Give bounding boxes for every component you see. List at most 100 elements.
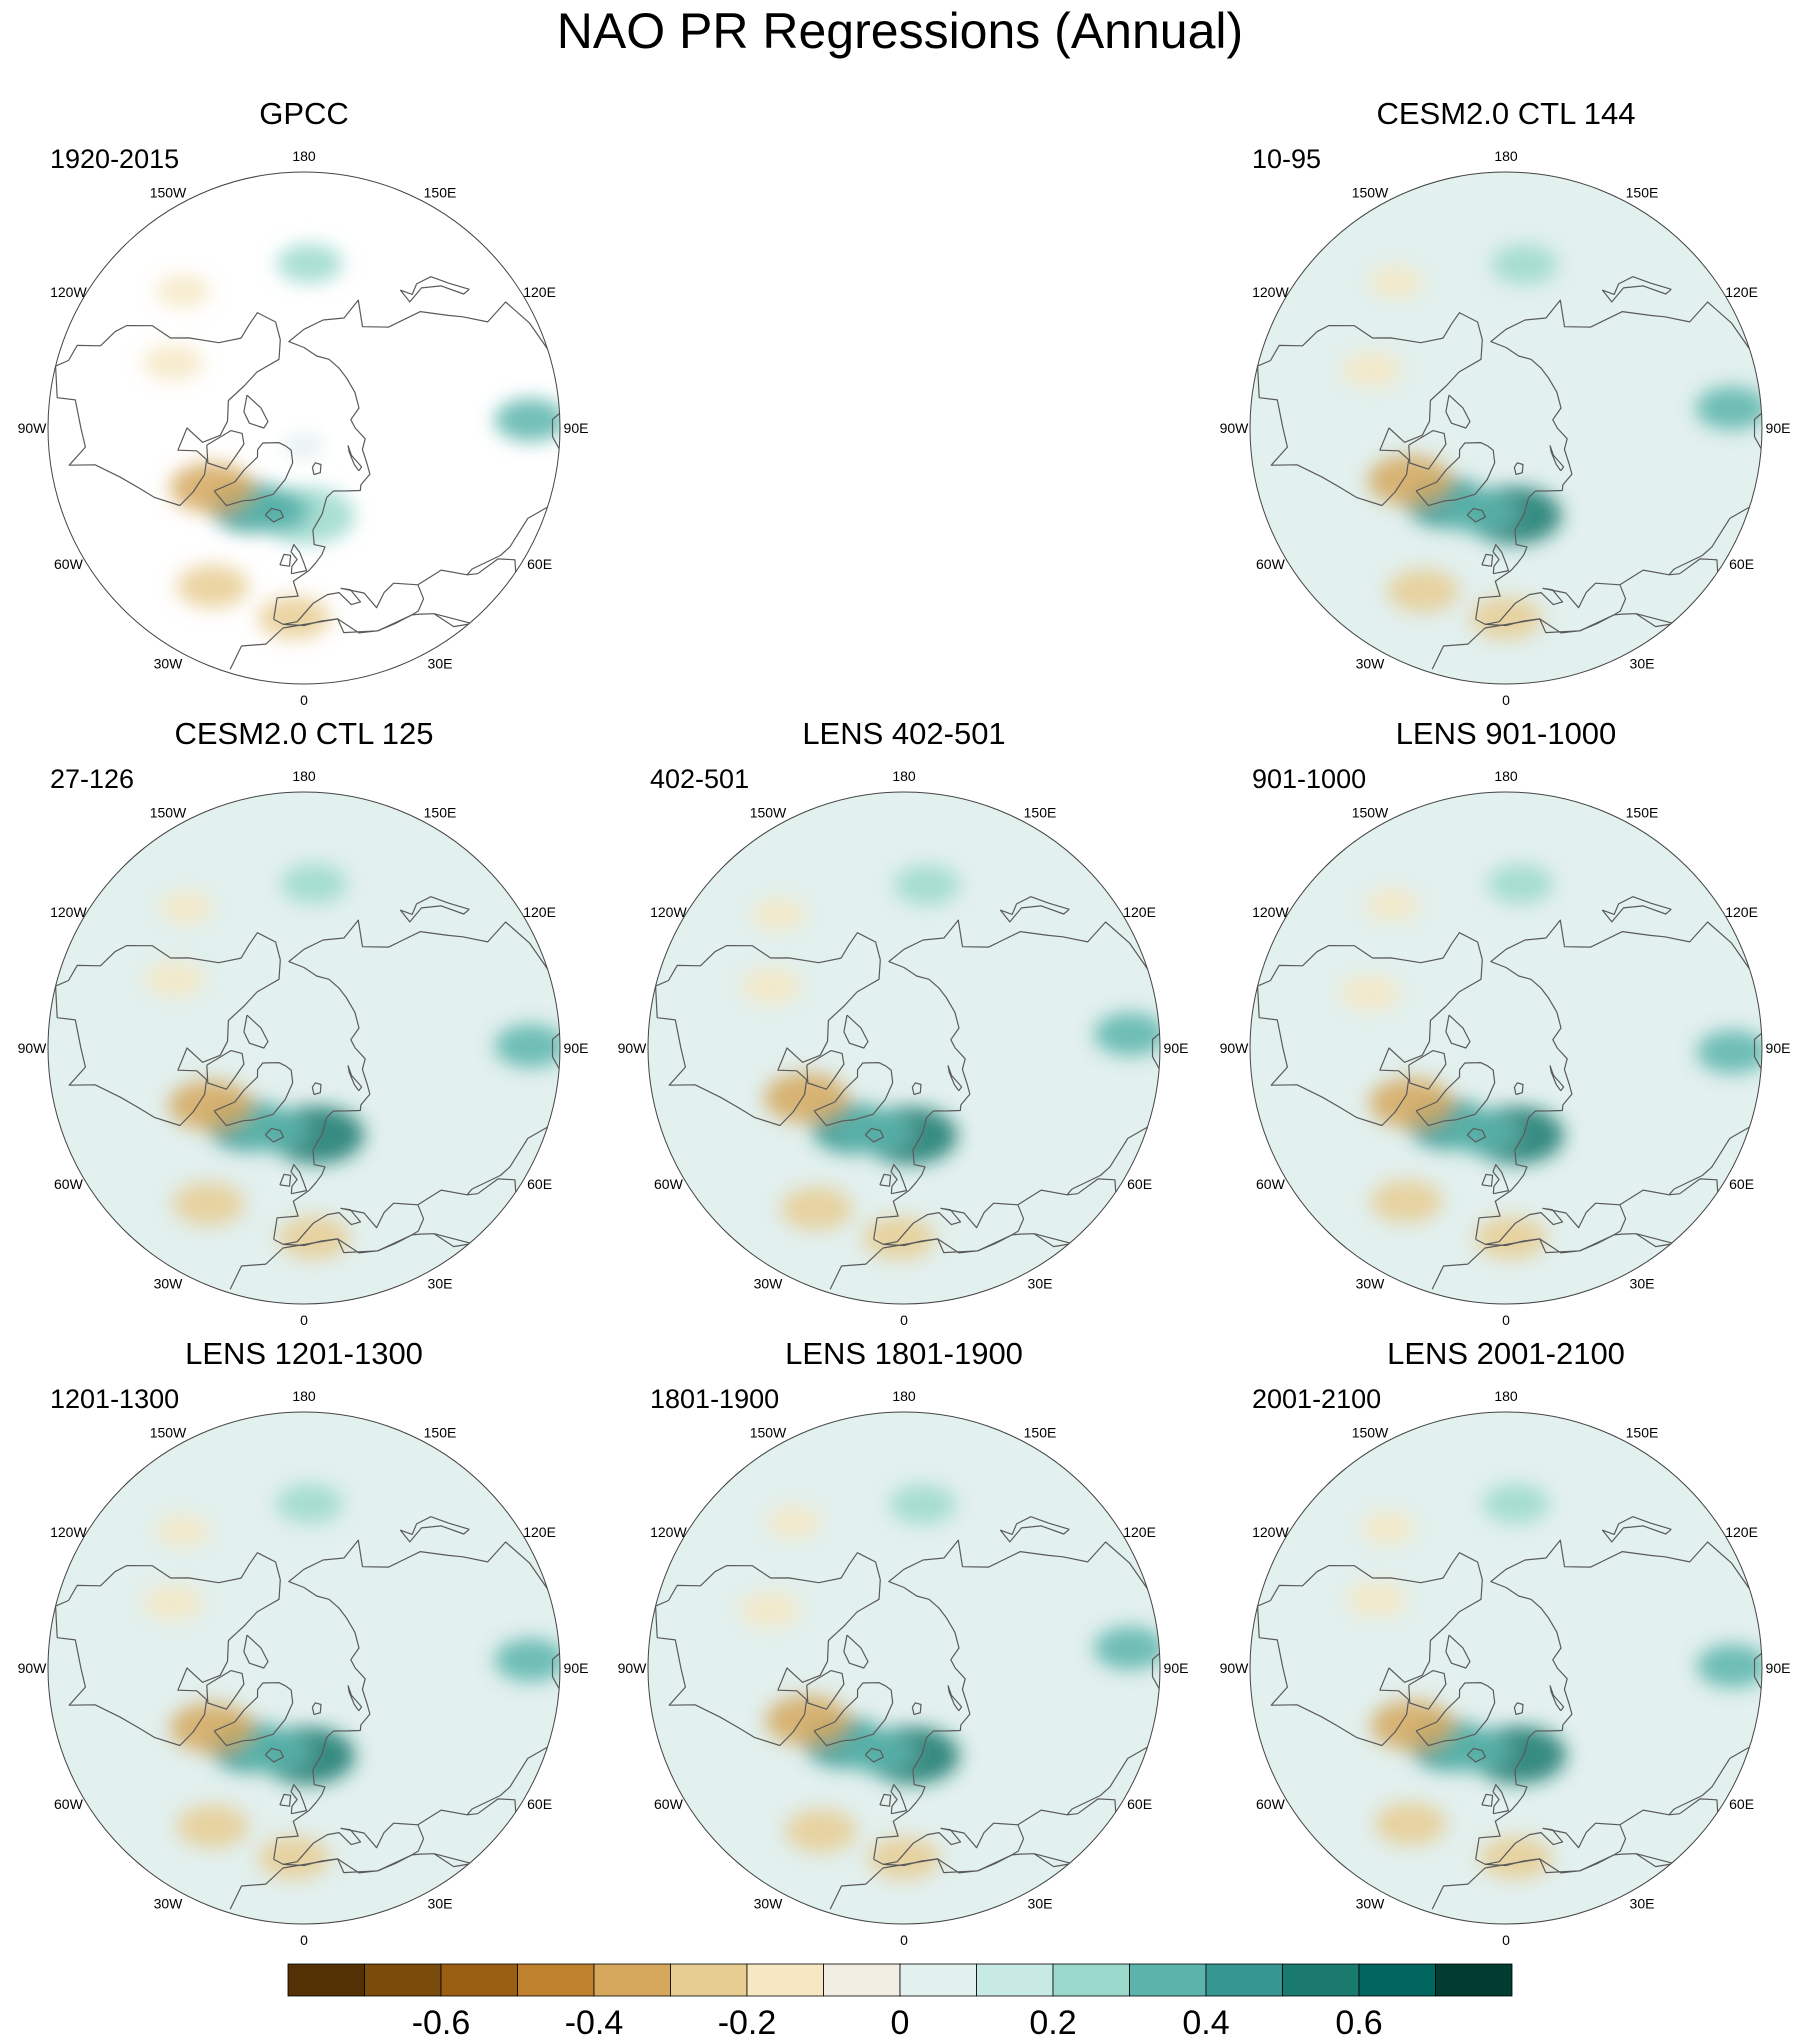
longitude-label: 150E [1024,1424,1057,1440]
panel-title: CESM2.0 CTL 144 [1376,96,1636,131]
longitude-label: 150E [424,1424,457,1440]
anomaly-feature [159,891,214,925]
coastline [1492,544,1510,575]
longitude-label: 30W [154,656,184,672]
coastline [399,1516,470,1543]
anomaly-feature [767,1505,821,1539]
longitude-label: 120W [1252,284,1289,300]
map-panel: GPCC 1920-2015 180 150E 120E 90E 60E 30E 0 30W 6… [4,96,604,716]
coastline [213,442,294,507]
coastline [264,1127,284,1143]
longitude-label: 120W [650,1524,687,1540]
map-panel: LENS 1201-1300 1201-1300 180 150E 120E 90E 6… [4,1336,604,1956]
anomaly-feature [494,1024,560,1068]
longitude-label: 90E [1766,420,1791,436]
anomaly-feature [282,1673,324,1699]
anomaly-feature [1483,1483,1549,1524]
coastline [311,1082,322,1096]
anomaly-feature [785,1809,857,1853]
coastline [1475,1539,1762,1874]
colorbar-swatch [1205,1963,1283,1997]
coastline [879,1793,892,1807]
longitude-label: 0 [300,1312,308,1328]
longitude-label: 0 [300,692,308,708]
longitude-label: 150W [150,184,187,200]
anomaly-feature [889,1484,956,1525]
anomaly-feature [741,968,802,1005]
anomaly-feature [284,1053,326,1079]
anomaly-feature [739,1591,800,1628]
longitude-label: 180 [1494,768,1518,784]
colorbar-tick-label: 0 [891,2004,910,2038]
panel-period: 10-95 [1252,144,1322,174]
panel-period: 1201-1300 [50,1384,180,1414]
anomaly-feature [258,1836,330,1880]
longitude-label: 90W [618,1040,648,1056]
anomaly-feature [1370,1179,1443,1223]
coastline [1601,896,1672,923]
longitude-label: 30W [1356,656,1386,672]
longitude-label: 120W [50,1524,87,1540]
longitude-label: 150E [424,804,457,820]
longitude-label: 60W [1256,556,1286,572]
anomaly-feature [868,1836,940,1880]
coastline [1601,1516,1672,1543]
coastline [1475,919,1762,1254]
longitude-label: 0 [1502,1312,1510,1328]
anomaly-feature [883,1673,925,1699]
coastline [864,1747,884,1763]
anomaly-feature [494,1638,560,1682]
coastline [1415,1682,1496,1747]
colorbar-swatch [517,1963,595,1997]
colorbar-tick-label: 0.4 [1182,2004,1229,2038]
longitude-label: 60E [1127,1796,1152,1812]
longitude-label: 30E [428,1276,453,1292]
panel-period: 1801-1900 [650,1384,780,1414]
map-panel: LENS 402-501 402-501 180 150E 120E 90E 60E 30… [604,716,1204,1336]
coastline [347,1685,363,1712]
anomaly-feature [893,865,960,905]
longitude-label: 60E [527,1796,552,1812]
colorbar-swatch [1052,1963,1130,1997]
colorbar-swatch [287,1963,365,1997]
map-boundary [47,171,561,685]
coastline [279,1793,292,1807]
longitude-label: 120E [1725,284,1758,300]
longitude-label: 180 [1494,1388,1518,1404]
longitude-label: 30E [1630,656,1655,672]
longitude-label: 30E [428,1896,453,1912]
longitude-label: 0 [300,1932,308,1948]
anomaly-feature [1365,888,1420,922]
longitude-label: 90W [18,1660,48,1676]
colorbar-swatch [1358,1963,1436,1997]
coastline [1549,445,1565,472]
longitude-label: 60W [1256,1796,1286,1812]
longitude-label: 90E [564,420,589,436]
coastline [399,896,470,923]
longitude-label: 60E [1729,1176,1754,1192]
coastline [206,1670,245,1710]
coastline [829,1233,1069,1290]
coastline [1485,1822,1620,1865]
anomaly-feature [1341,351,1402,388]
anomaly-feature [843,1730,916,1774]
coastline [1445,1634,1471,1669]
coastline [947,1685,963,1712]
coastline [1481,1173,1494,1187]
longitude-label: 120W [50,284,87,300]
map-panel: CESM2.0 CTL 125 27-126 180 150E 120E 90E 60E… [4,716,604,1336]
longitude-label: 60E [1127,1176,1152,1192]
longitude-label: 0 [900,1312,908,1328]
anomaly-feature [1367,455,1452,506]
coastline [213,1682,294,1747]
coastline [873,919,1160,1254]
panel-title: LENS 1801-1900 [785,1336,1023,1371]
longitude-label: 150W [750,1424,787,1440]
anomaly-feature [840,1109,913,1154]
coastline [1549,1685,1565,1712]
panel-title: GPCC [259,96,349,131]
anomaly-feature [494,398,560,442]
coastline [264,1747,284,1763]
longitude-label: 30E [428,656,453,672]
coastline [883,1822,1018,1865]
